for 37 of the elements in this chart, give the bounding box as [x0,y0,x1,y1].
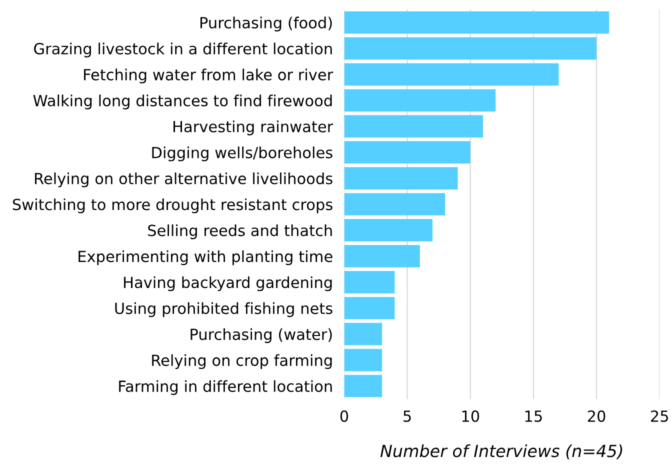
y-tick-label: Digging wells/boreholes [152,146,332,162]
y-tick-label: Having backyard gardening [124,276,332,292]
y-tick-label: Using prohibited fishing nets [115,302,332,318]
x-tick-label: 15 [525,410,542,422]
y-tick-label: Fetching water from lake or river [84,68,334,84]
bar [344,89,496,112]
y-tick-label: Purchasing (food) [200,16,332,32]
x-axis-title: Number of Interviews (n=45) [380,444,622,460]
y-tick-label: Experimenting with planting time [78,250,332,266]
bar [344,322,382,346]
y-tick-label: Relying on other alternative livelihoods [35,172,332,188]
y-tick-label: Relying on crop farming [152,354,332,370]
bar [344,219,433,242]
bar [344,270,395,294]
bar [344,167,458,190]
x-tick-label: 20 [588,410,606,422]
bar [344,296,395,320]
y-tick-label: Switching to more drought resistant crops [12,198,332,214]
x-tick-label: 10 [462,410,480,422]
bar [344,374,382,398]
y-tick-label: Harvesting rainwater [174,120,334,136]
y-tick-label: Selling reeds and thatch [148,224,332,240]
y-tick-label: Farming in different location [119,380,332,395]
bar [344,245,420,268]
x-tick-label: 5 [404,410,411,422]
bar [344,193,446,216]
y-tick-label: Purchasing (water) [190,328,332,344]
bar [344,63,559,86]
bar [344,348,382,372]
bar [344,115,483,138]
bar [344,141,470,164]
x-tick-label: 0 [340,410,348,422]
x-tick-label: 25 [650,410,668,422]
y-tick-label: Grazing livestock in a different location [34,42,332,58]
bar [344,37,597,60]
y-tick-label: Walking long distances to find firewood [33,94,332,110]
bar [344,11,610,34]
